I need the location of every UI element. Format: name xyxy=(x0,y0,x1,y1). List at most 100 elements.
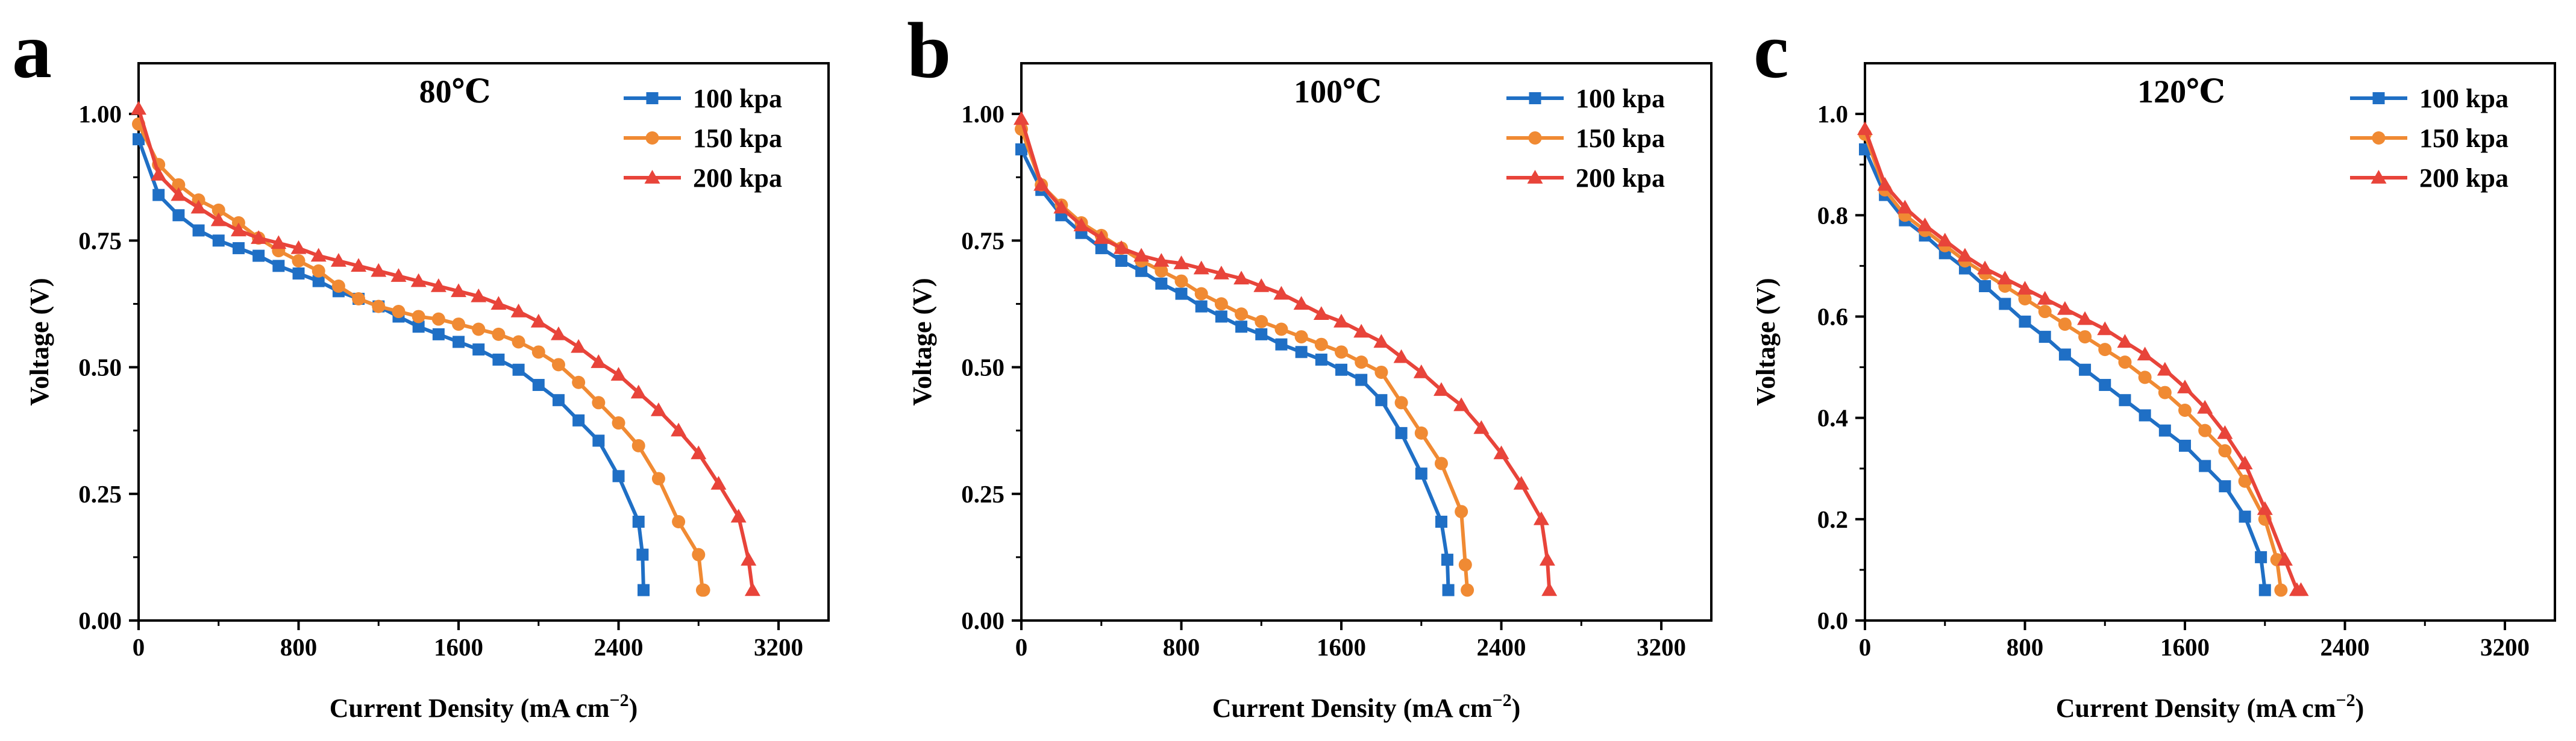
y-tick-label: 0.2 xyxy=(1817,505,1848,533)
data-point xyxy=(272,260,285,272)
data-point xyxy=(532,378,545,391)
data-point xyxy=(1473,420,1490,434)
x-tick-label: 2400 xyxy=(1477,633,1526,661)
data-point xyxy=(1135,264,1148,277)
y-tick-label: 0.0 xyxy=(1817,607,1848,634)
plot-frame xyxy=(1864,62,2556,622)
data-point xyxy=(552,394,565,407)
data-point xyxy=(591,354,607,368)
data-point xyxy=(452,317,466,331)
data-point xyxy=(1093,230,1109,244)
data-point xyxy=(1233,270,1250,285)
chart-title: 120℃ xyxy=(2137,73,2225,110)
series-100-kpa xyxy=(133,133,650,596)
data-point xyxy=(133,133,145,146)
data-point xyxy=(612,416,625,430)
data-point xyxy=(2198,424,2212,437)
series-100-kpa xyxy=(1015,143,1455,596)
data-point xyxy=(530,313,547,328)
y-tick-label: 0.75 xyxy=(78,227,122,254)
data-point xyxy=(744,582,760,596)
data-point xyxy=(412,320,425,333)
legend-marker xyxy=(644,170,660,184)
data-point xyxy=(636,548,649,561)
data-point xyxy=(1155,264,1168,278)
data-point xyxy=(1395,427,1408,439)
data-point xyxy=(1897,199,1913,214)
series-line xyxy=(137,123,704,592)
data-point xyxy=(2257,501,2273,515)
data-point xyxy=(2118,355,2132,369)
data-point xyxy=(512,363,525,376)
data-point xyxy=(1133,248,1150,262)
data-point xyxy=(1214,297,1228,311)
data-point xyxy=(1193,260,1209,275)
data-point xyxy=(210,212,227,227)
data-point xyxy=(290,240,307,254)
data-point xyxy=(2139,409,2151,422)
data-point xyxy=(550,326,566,340)
data-point xyxy=(2218,444,2232,458)
data-point xyxy=(330,252,346,267)
data-point xyxy=(2219,480,2231,493)
x-tick-label: 2400 xyxy=(594,633,644,661)
legend-entry: 150 kpa xyxy=(693,124,782,153)
data-point xyxy=(372,299,386,313)
data-point xyxy=(472,322,486,336)
data-point xyxy=(252,249,265,262)
data-point xyxy=(1255,314,1268,328)
data-point xyxy=(2058,348,2071,361)
chart-title: 80℃ xyxy=(419,73,491,110)
data-point xyxy=(1353,324,1370,338)
data-point xyxy=(1155,277,1168,290)
y-tick-label: 1.0 xyxy=(1817,100,1848,128)
legend-entry: 100 kpa xyxy=(2419,84,2509,113)
data-point xyxy=(1313,306,1329,320)
data-point xyxy=(2039,331,2051,343)
data-point xyxy=(1415,467,1427,480)
data-point xyxy=(2258,584,2271,596)
x-tick-label: 1600 xyxy=(1317,633,1366,661)
data-point xyxy=(2057,301,2073,315)
data-point xyxy=(1461,583,1474,597)
data-point xyxy=(1937,233,1953,247)
data-point xyxy=(212,234,225,247)
y-tick-label: 0.50 xyxy=(78,354,122,381)
x-tick-label: 1600 xyxy=(2160,633,2210,661)
data-point xyxy=(1957,248,1973,262)
panel-label: c xyxy=(1753,6,1789,95)
data-point xyxy=(190,199,207,214)
data-point xyxy=(650,402,666,416)
series-200-kpa xyxy=(131,101,760,596)
data-point xyxy=(1335,345,1349,359)
data-point xyxy=(131,101,146,115)
x-tick-label: 0 xyxy=(1859,633,1872,661)
data-point xyxy=(638,584,650,596)
data-point xyxy=(431,312,445,326)
data-point xyxy=(1294,330,1308,344)
data-point xyxy=(2157,361,2173,376)
data-point xyxy=(1115,254,1127,267)
x-tick-label: 0 xyxy=(133,633,145,661)
series-200-kpa xyxy=(1857,121,2309,596)
data-point xyxy=(1373,334,1390,348)
data-point xyxy=(1095,242,1108,254)
data-point xyxy=(2255,551,2267,563)
x-axis-label: Current Density (mA cm−2) xyxy=(330,690,638,723)
data-point xyxy=(551,358,565,372)
chart-panel-a: a 0 800 1600 2400 3200 0.00 0.25 0.50 0.75 1.00 Cur… xyxy=(12,6,830,723)
series-line xyxy=(1020,118,1552,590)
legend-entry: 200 kpa xyxy=(1576,163,1665,193)
legend-marker xyxy=(645,131,659,145)
series-200-kpa xyxy=(1014,111,1558,596)
data-point xyxy=(730,508,747,523)
data-point xyxy=(1375,394,1388,407)
data-point xyxy=(1533,511,1549,525)
y-tick-label: 0.6 xyxy=(1817,302,1848,330)
data-point xyxy=(1441,554,1453,566)
data-point xyxy=(1458,558,1472,572)
data-point xyxy=(152,189,165,201)
data-point xyxy=(2097,321,2113,336)
data-point xyxy=(697,583,710,597)
data-point xyxy=(1857,121,1873,136)
